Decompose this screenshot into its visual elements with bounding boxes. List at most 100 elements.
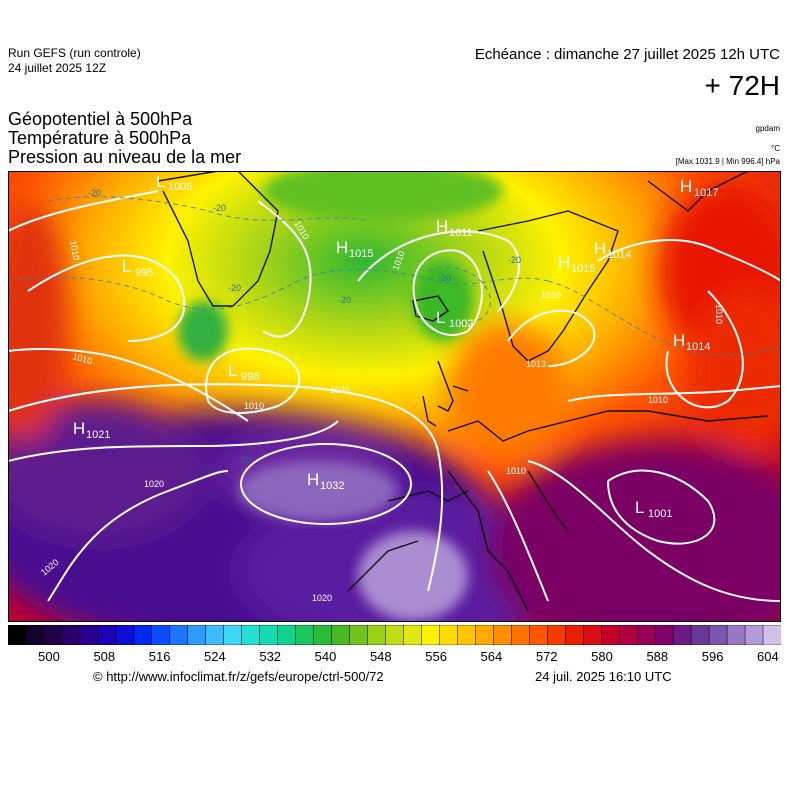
pressure-center-letter: H [436, 217, 448, 236]
colorbar-swatch [403, 625, 423, 645]
colorbar-swatch [511, 625, 530, 645]
colorbar-swatch [493, 625, 512, 645]
colorbar-swatch [475, 625, 495, 645]
colorbar-swatch [61, 625, 81, 645]
pressure-center-letter: H [673, 331, 685, 350]
run-title: Run GEFS (run controle) [8, 46, 141, 60]
pressure-center-letter: H [680, 177, 692, 196]
colorbar-swatch [187, 625, 207, 645]
variable-temperature: Température à 500hPa [8, 128, 192, 148]
isobar-label: 1010 [244, 401, 264, 411]
colorbar-swatch [618, 625, 638, 645]
pressure-center-value: 1014 [607, 249, 631, 261]
pressure-center-letter: L [228, 361, 237, 380]
colorbar-tick-label: 516 [148, 649, 171, 664]
colorbar-swatch [313, 625, 333, 645]
colorbar-swatch [151, 625, 171, 645]
colorbar-swatch [205, 625, 225, 645]
colorbar-tick-label: 604 [757, 649, 779, 664]
colorbar-swatch [241, 625, 261, 645]
colorbar-tick-label: 556 [425, 649, 447, 664]
isotherm-label: -20 [508, 255, 521, 265]
colorbar-swatch [349, 625, 369, 645]
pressure-center-letter: H [558, 253, 570, 272]
colorbar-tick-label: 564 [480, 649, 503, 664]
isobar-label: 1020 [312, 593, 332, 603]
pressure-center-value: 1001 [648, 508, 672, 520]
colorbar-swatch [259, 625, 279, 645]
isobar-label: 1010 [68, 240, 81, 261]
colorbar-swatch [690, 625, 710, 645]
colorbar-swatch [529, 625, 548, 645]
colorbar-swatch [457, 625, 477, 645]
colorbar-tick-label: 572 [535, 649, 558, 664]
variable-pressure: Pression au niveau de la mer [8, 147, 242, 167]
pressure-center-value: 1002 [449, 318, 473, 330]
pressure-center-value: 1015 [571, 263, 595, 275]
colorbar-tick-label: 508 [93, 649, 116, 664]
variable-geopotential: Géopotentiel à 500hPa [8, 109, 193, 129]
colorbar-tick-label: 540 [314, 649, 337, 664]
pressure-center-value: 1017 [694, 187, 718, 199]
colorbar-swatch [133, 625, 153, 645]
colorbar-swatch [565, 625, 584, 645]
colorbar [8, 625, 781, 645]
colorbar-swatch [636, 625, 656, 645]
unit-geopotential: gpdam [755, 124, 780, 133]
colorbar-swatch [295, 625, 315, 645]
colorbar-swatch [547, 625, 566, 645]
pressure-center-letter: L [156, 172, 165, 191]
isobar-label: 1010 [714, 304, 724, 324]
colorbar-swatch [654, 625, 674, 645]
isobar-label: 1010 [648, 395, 668, 405]
colorbar-swatch [600, 625, 620, 645]
colorbar-swatch [25, 625, 45, 645]
colorbar-swatch [367, 625, 387, 645]
colorbar-swatch [79, 625, 99, 645]
unit-temperature: °C [771, 144, 780, 153]
colorbar-swatch [223, 625, 243, 645]
weather-map: L 1005 H 1017 L 995 H 1015 H 1011 H 1014… [8, 171, 781, 622]
isobar-label: 1013 [526, 359, 546, 369]
colorbar-swatch [726, 625, 746, 645]
isobar-label: 1020 [144, 479, 164, 489]
isobar-label: 1020 [330, 385, 350, 395]
isotherm-label: -20 [228, 283, 241, 293]
colorbar-swatch [385, 625, 405, 645]
credit-url[interactable]: © http://www.infoclimat.fr/z/gefs/europe… [93, 669, 384, 684]
pressure-center-value: 1011 [449, 227, 473, 239]
colorbar-tick-label: 548 [369, 649, 392, 664]
colorbar-tick-label: 580 [591, 649, 613, 664]
colorbar-swatch [672, 625, 692, 645]
pressure-center-value: 995 [135, 267, 153, 279]
isotherm-label: -20 [88, 188, 101, 198]
pressure-center-value: 1005 [168, 181, 192, 193]
pressure-center-letter: H [307, 470, 319, 489]
isotherm-label: -20 [238, 455, 251, 465]
unit-pressure: [Max 1031.9 | Min 996.4] hPa [675, 157, 780, 166]
colorbar-swatch [97, 625, 117, 645]
pressure-center-letter: H [73, 419, 85, 438]
pressure-center-value: 1021 [86, 429, 110, 441]
pressure-center-value: 1032 [320, 480, 344, 492]
colorbar-swatch [115, 625, 135, 645]
pressure-center-letter: H [594, 239, 606, 258]
colorbar-swatch [8, 625, 27, 645]
colorbar-swatch [421, 625, 441, 645]
valid-time: Echéance : dimanche 27 juillet 2025 12h … [474, 46, 780, 63]
pressure-center-letter: L [635, 498, 644, 517]
pressure-center-value: 1014 [686, 341, 710, 353]
colorbar-tick-label: 532 [259, 649, 282, 664]
isobar-label: 1010 [541, 290, 561, 300]
colorbar-swatch [277, 625, 297, 645]
colorbar-swatch [583, 625, 602, 645]
isotherm-label: -20 [338, 295, 351, 305]
pressure-center-letter: L [436, 308, 445, 327]
isobar-label: 1010 [506, 466, 526, 476]
isotherm-label: -20 [438, 273, 451, 283]
colorbar-swatch [331, 625, 351, 645]
colorbar-swatch [169, 625, 189, 645]
pressure-center-value: 996 [241, 371, 259, 383]
isotherm-label: -20 [213, 203, 226, 213]
lead-time: + 72H [704, 70, 781, 101]
